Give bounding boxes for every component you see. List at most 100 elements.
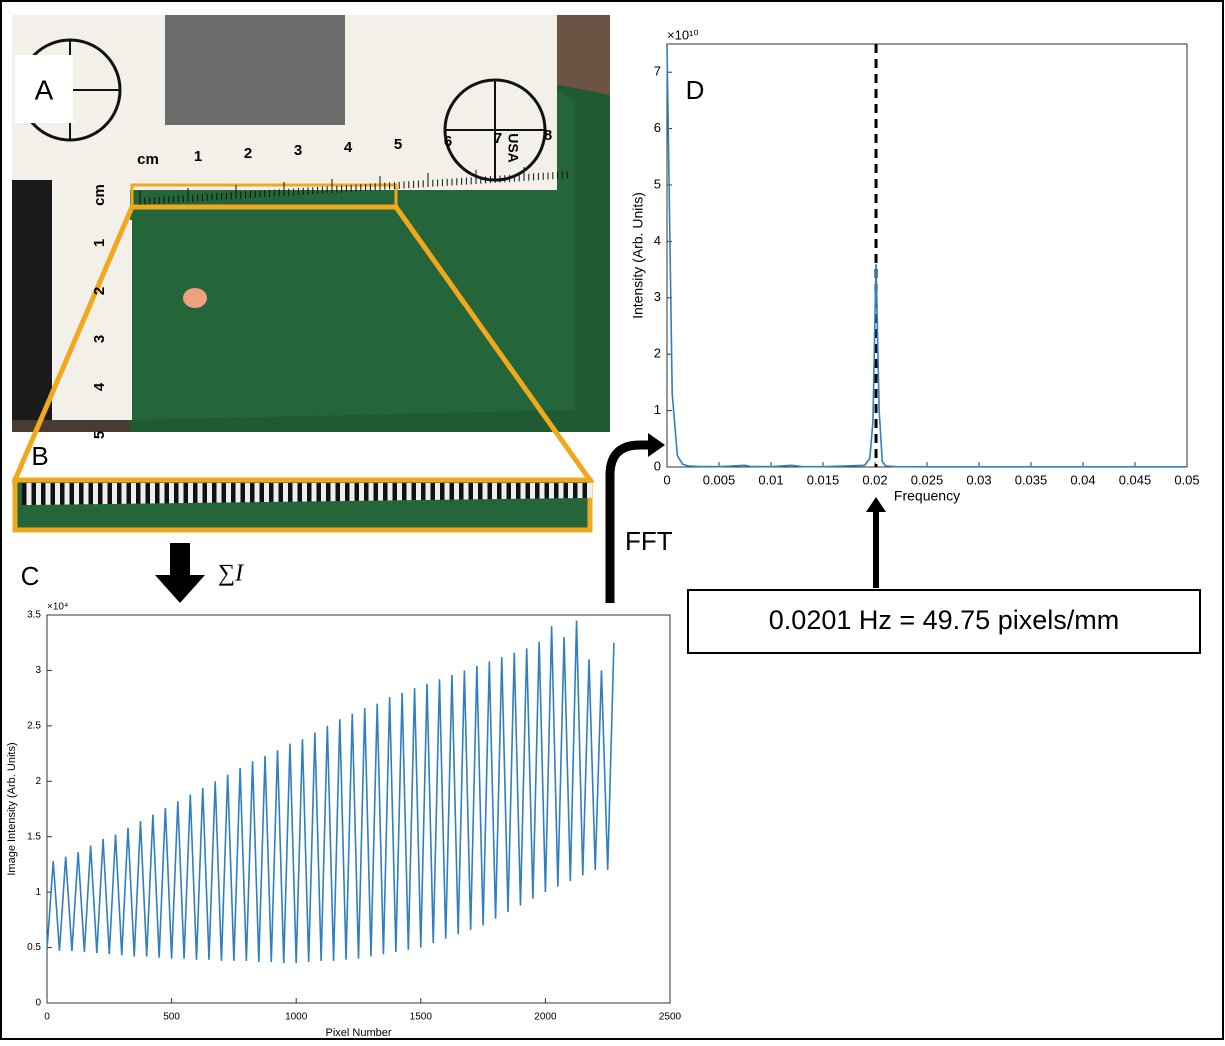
x-tick-label: 500 <box>163 1012 180 1023</box>
x-axis-label: Pixel Number <box>325 1027 391 1039</box>
strip-gap <box>482 483 488 500</box>
strip-tick <box>554 483 559 499</box>
x-axis-label: Frequency <box>894 488 960 504</box>
ruler-number: 5 <box>394 136 402 153</box>
strip-gap <box>226 483 231 503</box>
annotation: 0.0201 Hz = 49.75 pixels/mm <box>769 605 1119 635</box>
x-tick-label: 0 <box>663 472 670 487</box>
strip-gap <box>435 483 440 500</box>
ruler-number: 8 <box>544 127 552 144</box>
y-tick-label: 2.5 <box>27 720 41 731</box>
strip-gap <box>169 483 174 504</box>
strip-tick <box>335 483 340 502</box>
strip-gap <box>45 483 51 505</box>
strip-gap <box>378 483 383 501</box>
y-tick-label: 3.5 <box>27 610 41 621</box>
strip-tick <box>69 483 74 505</box>
strip-gap <box>273 483 279 502</box>
strip-gap <box>425 483 431 500</box>
x-tick-label: 0.005 <box>703 472 736 487</box>
strip-gap <box>121 483 127 504</box>
strip-tick <box>506 483 511 499</box>
x-tick-label: 0.045 <box>1119 472 1152 487</box>
strip-tick <box>497 483 502 499</box>
strip-gap <box>83 483 89 505</box>
strip-tick <box>316 483 321 502</box>
x-tick-label: 1500 <box>410 1012 433 1023</box>
plot-area <box>46 614 671 1004</box>
strip-tick <box>345 483 350 501</box>
strip-gap <box>454 483 459 500</box>
strip-gap <box>568 483 573 499</box>
strip-gap <box>140 483 146 504</box>
strip-tick <box>440 483 445 500</box>
label-box <box>15 55 73 123</box>
data-line <box>666 43 1187 468</box>
strip-gap <box>340 483 345 502</box>
strip-tick <box>88 483 93 505</box>
strip-gap <box>254 483 260 503</box>
y-tick-label: 4 <box>654 233 661 248</box>
strip-tick <box>449 483 454 500</box>
strip-tick <box>459 483 464 500</box>
strip-gap <box>416 483 421 501</box>
strip-tick <box>278 483 283 502</box>
strip-gap <box>444 483 450 500</box>
strip-gap <box>64 483 70 505</box>
ruler-number: 1 <box>194 148 202 165</box>
x-tick-label: 0.05 <box>1174 472 1199 487</box>
strip-tick <box>41 483 46 505</box>
strip-tick <box>31 483 36 505</box>
strip-gap <box>558 483 564 499</box>
strip-tick <box>297 483 302 502</box>
strip-tick <box>487 483 492 500</box>
x-tick-label: 0 <box>44 1012 50 1023</box>
annotation-box <box>687 589 1201 654</box>
strip-gap <box>311 483 317 502</box>
ruler-number: 2 <box>91 287 108 295</box>
strip-tick <box>383 483 388 501</box>
strip-gap <box>102 483 108 505</box>
strip-tick <box>240 483 245 503</box>
strip-tick <box>174 483 179 504</box>
x-tick-label: 0.015 <box>807 472 840 487</box>
panel-label: A <box>35 74 54 105</box>
strip-tick <box>354 483 359 501</box>
strip-tick <box>582 483 587 498</box>
strip-tick <box>117 483 122 504</box>
strip-tick <box>79 483 84 505</box>
strip-tick <box>478 483 483 500</box>
strip-gap <box>539 483 545 499</box>
strip-tick <box>421 483 426 500</box>
strip-gap <box>93 483 98 505</box>
strip-gap <box>587 483 592 498</box>
strip-tick <box>307 483 312 502</box>
y-multiplier: ×10¹⁰ <box>667 27 699 42</box>
y-tick-label: 0.5 <box>27 942 41 953</box>
strip-tick <box>326 483 331 502</box>
strip-tick <box>468 483 473 500</box>
fft-arrowhead <box>648 433 665 457</box>
strip-tick <box>60 483 65 505</box>
strip-tick <box>155 483 160 504</box>
strip-tick <box>430 483 435 500</box>
strip-tick <box>231 483 236 503</box>
ruler-number: 1 <box>91 239 108 247</box>
strip-gap <box>188 483 193 503</box>
y-axis-label: Intensity (Arb. Units) <box>630 192 646 319</box>
strip-gap <box>368 483 374 501</box>
strip-tick <box>516 483 521 499</box>
panel-label: B <box>31 441 48 471</box>
ruler-number: 2 <box>244 145 252 162</box>
strip-tick <box>573 483 578 499</box>
x-tick-label: 2500 <box>659 1012 682 1023</box>
strip-gap <box>530 483 535 499</box>
strip-gap <box>387 483 393 501</box>
strip-gap <box>549 483 554 499</box>
y-tick-label: 6 <box>654 120 661 135</box>
strip-tick <box>98 483 103 505</box>
down-arrow <box>155 543 205 603</box>
ruler-number: 3 <box>294 142 302 159</box>
y-tick-label: 0 <box>35 998 41 1009</box>
